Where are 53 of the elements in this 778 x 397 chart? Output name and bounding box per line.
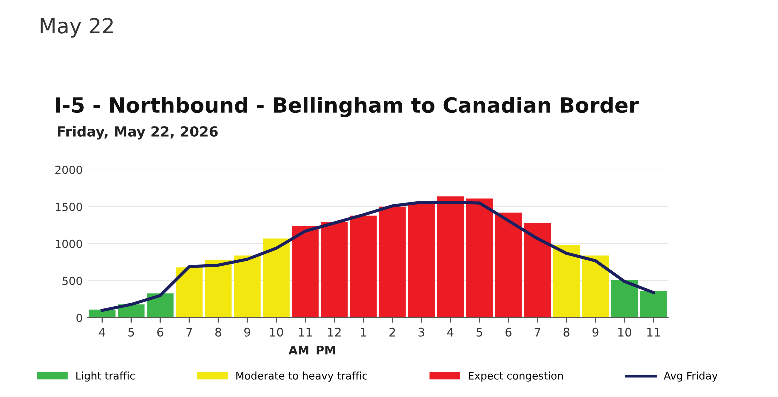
- x-tick-label: 11: [299, 328, 312, 337]
- bar: [640, 291, 668, 318]
- text: PM: [316, 346, 336, 355]
- x-tick-label: 10: [618, 328, 632, 337]
- legend-label: Expect congestion: [468, 372, 564, 382]
- text: Friday, May 22, 2026: [58, 126, 218, 140]
- x-tick-label: 8: [216, 328, 222, 337]
- y-tick-label: 1500: [56, 202, 82, 212]
- x-tick-label: 10: [270, 328, 284, 337]
- x-tick-label: 11: [648, 328, 660, 337]
- bar: [147, 294, 174, 318]
- bar: [234, 256, 261, 318]
- x-tick-label: 6: [158, 328, 164, 337]
- bar: [292, 226, 319, 318]
- x-tick-label: 8: [564, 328, 570, 337]
- bar: [408, 204, 435, 318]
- x-tick-label: 6: [506, 328, 512, 337]
- line-series: [100, 200, 656, 312]
- legend-label: Moderate to heavy traffic: [236, 372, 368, 382]
- x-tick-label: 5: [476, 328, 482, 337]
- y-tick-label: 2000: [56, 166, 82, 174]
- x-tick-label: 4: [447, 328, 454, 337]
- bar: [263, 238, 290, 318]
- bar: [176, 268, 203, 318]
- x-tick-label: 7: [186, 328, 192, 337]
- x-tick-label: 3: [418, 328, 424, 337]
- x-tick-label: 4: [99, 328, 106, 337]
- bar: [611, 280, 638, 318]
- bar: [205, 260, 232, 318]
- chart-title: May 22: [40, 18, 114, 38]
- x-tick-label: 9: [592, 328, 599, 337]
- x-tick-label: 7: [534, 328, 540, 337]
- bar: [321, 222, 348, 318]
- x-tick-label: 12: [328, 328, 341, 337]
- text: AM: [288, 346, 309, 355]
- x-tick-label: 2: [390, 328, 396, 337]
- legend-label: Light traffic: [76, 372, 135, 382]
- bar: [350, 216, 377, 318]
- bar: [553, 245, 580, 318]
- y-tick-label: 0: [76, 314, 82, 322]
- bar: [437, 196, 464, 318]
- bar: [466, 198, 494, 318]
- x-tick-label: 1: [361, 328, 366, 337]
- y-tick-label: 500: [62, 276, 82, 286]
- bar: [379, 206, 406, 318]
- chart-subtitle: I-5 - Northbound - Bellingham to Canadian Border: [56, 97, 639, 118]
- bar: [524, 223, 552, 318]
- x-tick-label: 5: [128, 328, 134, 337]
- y-tick-label: 1000: [56, 240, 82, 248]
- legend-label: Avg Friday: [664, 372, 718, 382]
- x-tick-label: 9: [244, 328, 250, 337]
- bar: [582, 256, 610, 318]
- bar: [495, 212, 522, 318]
